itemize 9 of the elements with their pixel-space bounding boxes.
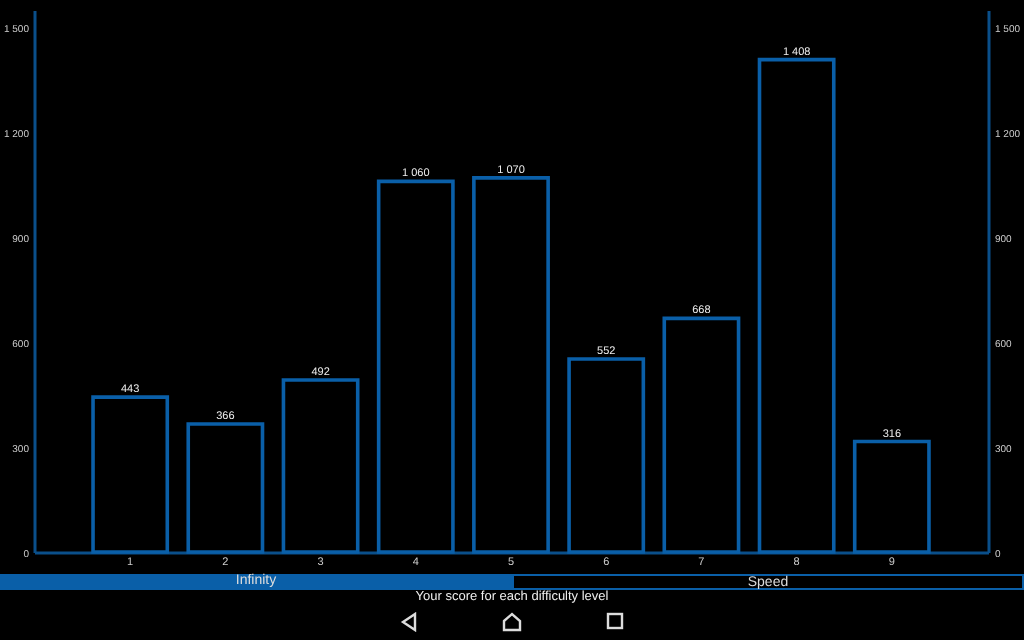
- bar: [567, 357, 646, 554]
- bar: [376, 179, 455, 554]
- bar: [281, 378, 360, 554]
- bar: [472, 176, 550, 554]
- bar: [852, 439, 931, 554]
- bar: [757, 57, 836, 554]
- bar: [662, 316, 741, 554]
- bar: [91, 395, 170, 554]
- bar: [186, 422, 265, 554]
